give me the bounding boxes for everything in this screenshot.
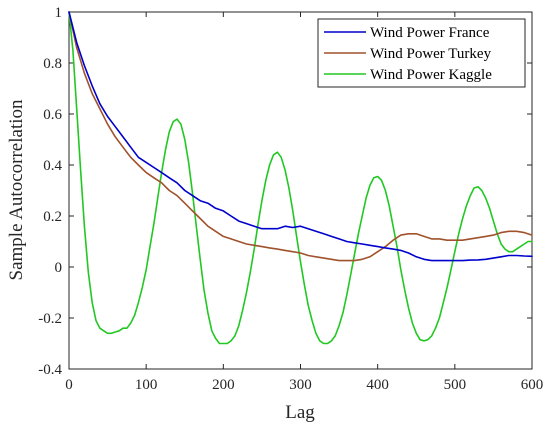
y-tick-label: 0 [55, 260, 63, 276]
legend-label: Wind Power Kaggle [370, 67, 492, 83]
legend-label: Wind Power France [370, 25, 490, 41]
series-line-wind-power-kaggle [68, 11, 533, 345]
x-tick-label: 0 [65, 377, 73, 393]
y-tick-label: 0.6 [43, 107, 62, 123]
x-tick-label: 100 [135, 377, 158, 393]
series-line-wind-power-france [68, 11, 533, 262]
x-tick-label: 400 [366, 377, 389, 393]
x-tick-label: 200 [212, 377, 235, 393]
y-tick-label: -0.2 [38, 311, 62, 327]
legend: Wind Power France Wind Power Turkey Wind P… [317, 18, 526, 88]
y-tick-label: 0.4 [43, 158, 62, 174]
y-axis-title: Sample Autocorrelation [6, 99, 27, 280]
legend-label: Wind Power Turkey [370, 46, 492, 62]
x-axis-ticks: 0 100 200 300 400 500 600 [65, 12, 543, 393]
series-lines [68, 11, 533, 345]
y-tick-label: 0.2 [43, 209, 62, 225]
x-axis-title: Lag [285, 402, 315, 423]
y-tick-label: 1 [55, 5, 63, 21]
x-tick-label: 500 [444, 377, 467, 393]
x-tick-label: 600 [521, 377, 544, 393]
y-tick-label: 0.8 [43, 56, 62, 72]
y-axis-ticks: -0.4 -0.2 0 0.2 0.4 0.6 0.8 1 [38, 5, 532, 378]
series-line-wind-power-turkey [68, 11, 533, 262]
x-tick-label: 300 [289, 377, 312, 393]
y-tick-label: -0.4 [38, 362, 62, 378]
